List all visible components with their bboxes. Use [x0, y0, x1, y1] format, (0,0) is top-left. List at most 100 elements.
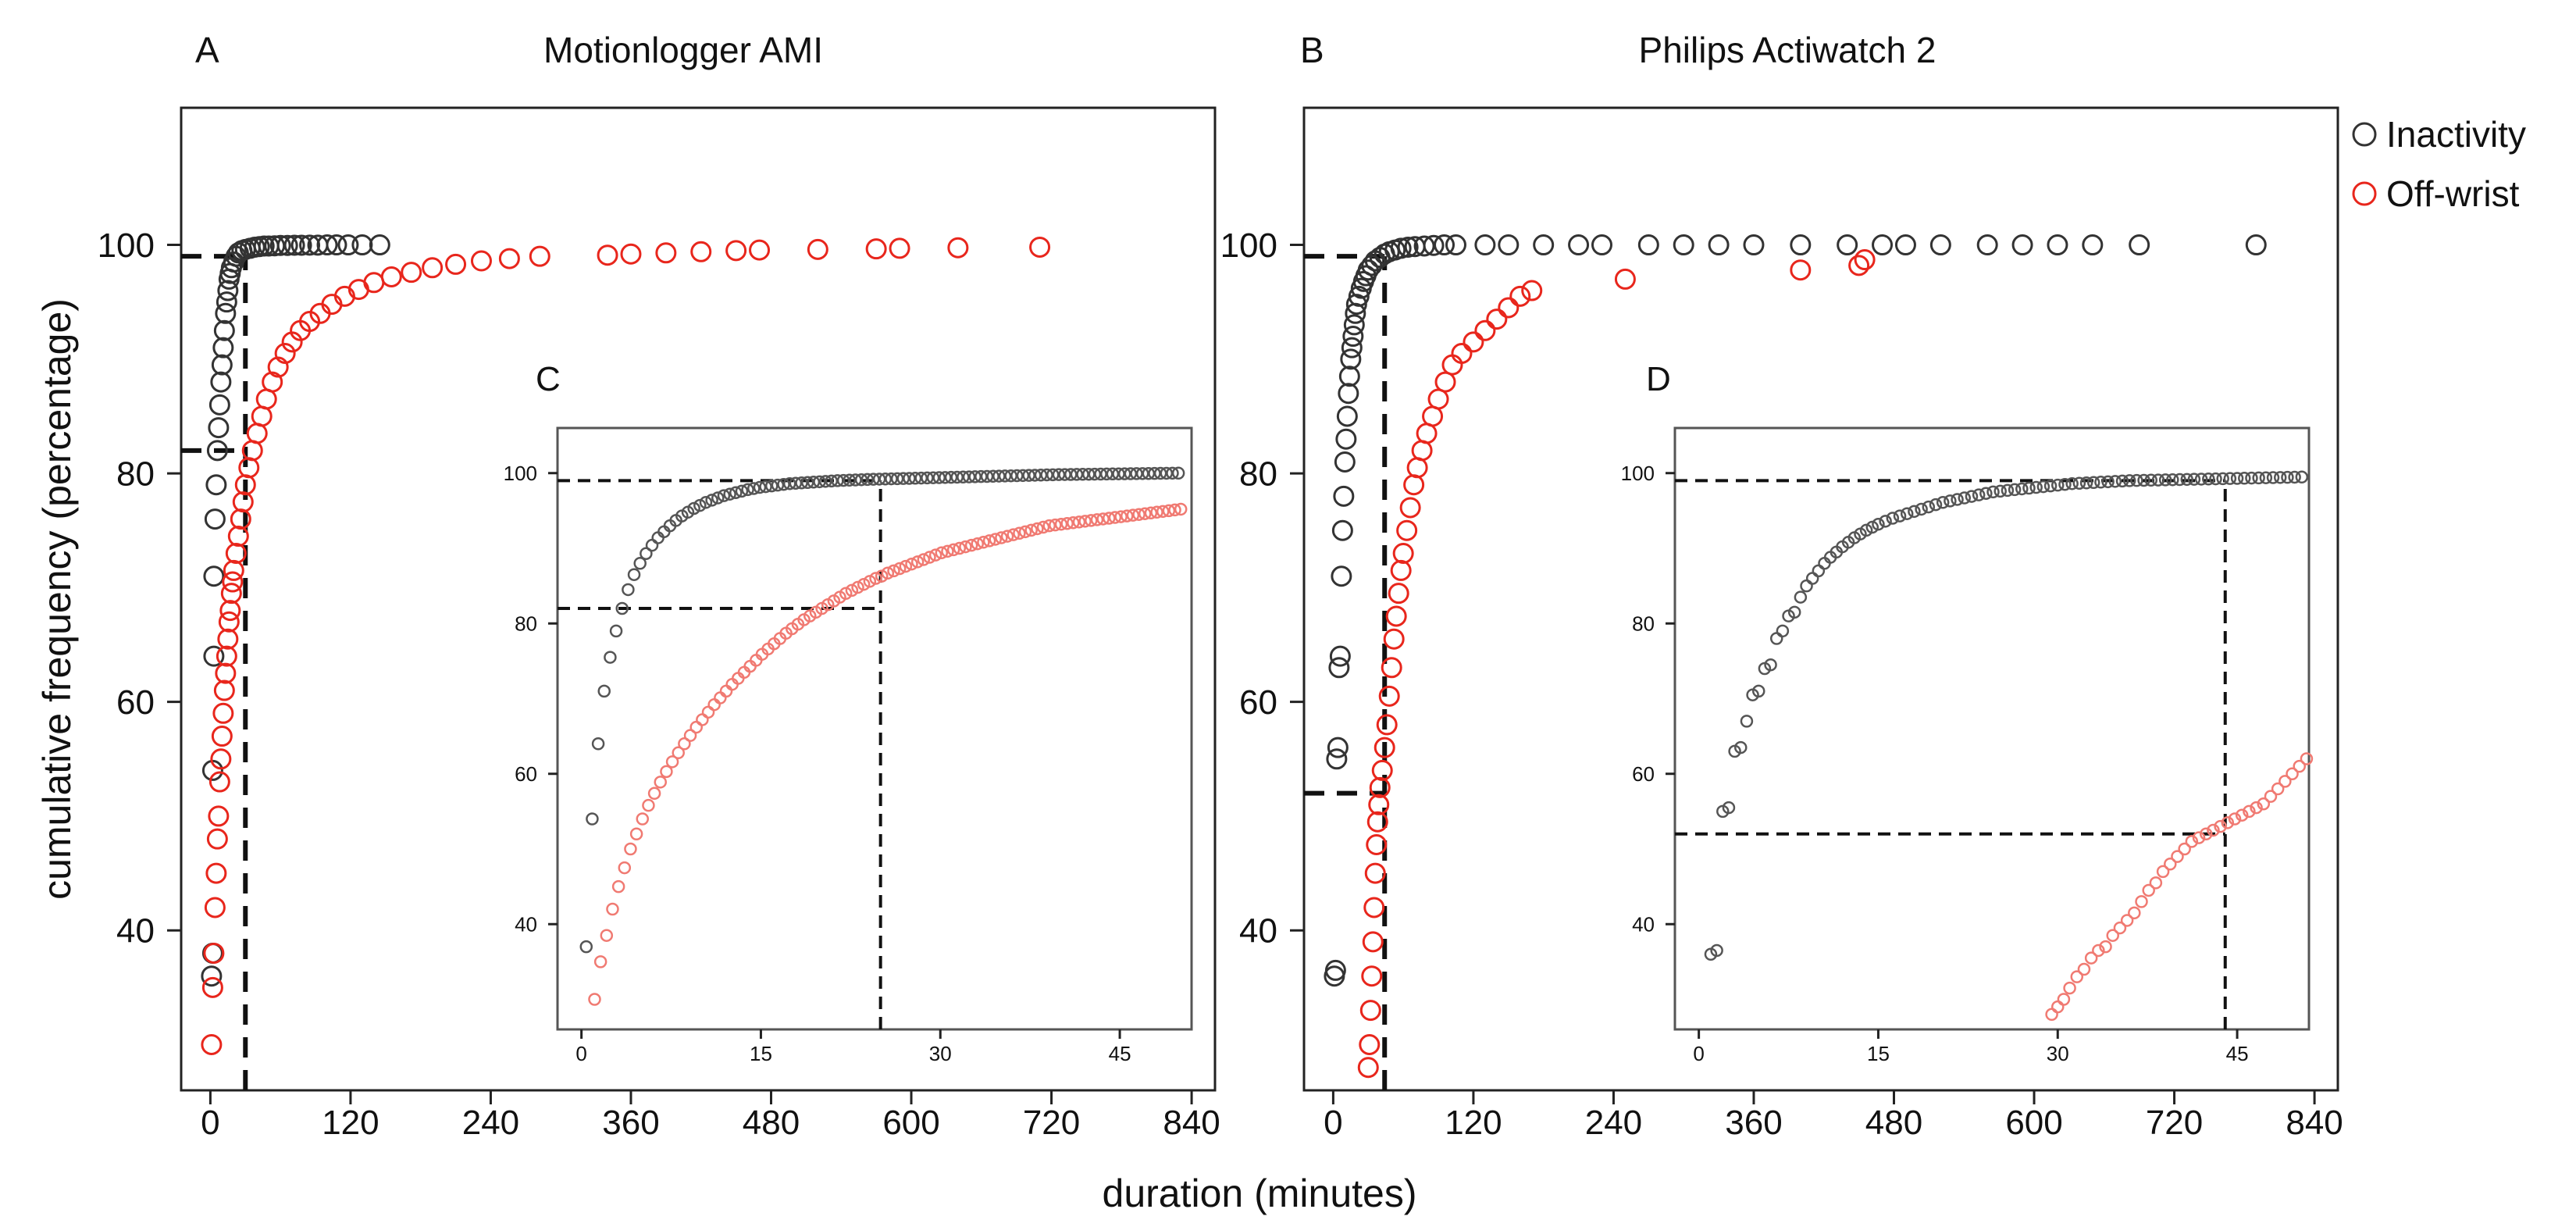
data-point [749, 239, 771, 261]
data-point [878, 473, 893, 486]
data-point [1078, 515, 1092, 528]
data-point [1114, 510, 1128, 523]
data-point [885, 472, 898, 486]
data-point [890, 472, 904, 486]
data-point [283, 234, 305, 256]
y-axis-label: cumulative frequency (percentage) [35, 298, 79, 900]
data-point [989, 533, 1002, 546]
data-point [1929, 234, 1951, 256]
data-point [825, 474, 839, 488]
data-point [753, 480, 767, 494]
data-point [917, 553, 931, 566]
data-point [2106, 929, 2119, 942]
data-point [1368, 794, 1390, 815]
data-point [1342, 326, 1364, 348]
data-point [2142, 883, 2155, 897]
data-point [1034, 469, 1048, 482]
data-point [1787, 605, 1801, 619]
data-point [974, 469, 988, 483]
panel-b-letter: B [1300, 30, 1324, 70]
data-point [977, 536, 990, 549]
data-point [206, 828, 228, 850]
data-point [1331, 519, 1353, 541]
data-point [2120, 914, 2134, 927]
data-point [771, 478, 785, 492]
data-point [1341, 337, 1363, 358]
data-point [1893, 509, 1907, 523]
data-point [1568, 234, 1590, 256]
data-point [2084, 951, 2098, 965]
data-point [1388, 583, 1409, 605]
data-point [316, 234, 338, 256]
panel-a-series-inactivity [201, 234, 390, 987]
data-point [735, 484, 749, 498]
data-point [1922, 500, 1936, 514]
data-point [2245, 234, 2267, 256]
data-point [845, 583, 859, 597]
data-point [1326, 748, 1348, 770]
data-point [2057, 993, 2071, 1006]
data-point [711, 491, 725, 505]
data-point [2022, 481, 2036, 495]
data-point [1708, 234, 1730, 256]
panel-d-x-tick-label: 45 [2226, 1042, 2249, 1065]
data-point [1166, 466, 1179, 480]
data-point [1138, 507, 1152, 520]
data-point [2149, 876, 2163, 890]
data-point [1929, 498, 1943, 512]
data-point [2029, 480, 2043, 494]
data-point [1993, 484, 2007, 498]
data-point [1132, 508, 1145, 521]
data-point [1740, 715, 1754, 728]
data-point [1124, 467, 1138, 480]
data-point [2072, 476, 2086, 490]
panel-b-x-tick-label: 0 [1324, 1104, 1342, 1142]
data-point [2047, 234, 2068, 256]
data-point [232, 491, 254, 513]
data-point [1965, 490, 1979, 503]
data-point [208, 417, 230, 439]
data-point [1837, 234, 1858, 256]
data-point [2194, 473, 2208, 486]
data-point [2144, 473, 2158, 487]
data-point [2216, 472, 2229, 486]
data-point [2178, 842, 2191, 856]
data-point [1764, 658, 1777, 672]
data-point [1085, 514, 1098, 527]
data-point [982, 534, 996, 548]
data-point [1357, 1057, 1379, 1079]
data-point [1324, 959, 1346, 981]
data-point [857, 577, 871, 591]
inset-d-plot: 0 15 30 45 40 60 80 100 [1621, 462, 2314, 1065]
data-point [1371, 759, 1393, 781]
data-point [947, 237, 969, 259]
inset-c-letter: C [536, 360, 561, 398]
panel-a: A Motionlogger AMI 0 120 240 360 480 600 720 84… [98, 30, 1220, 1142]
data-point [2086, 476, 2100, 490]
data-point [2015, 482, 2029, 496]
data-point [1054, 517, 1068, 531]
data-point [2209, 472, 2222, 486]
data-point [800, 476, 814, 490]
data-point [654, 776, 668, 789]
data-point [1521, 280, 1543, 301]
data-point [1533, 234, 1555, 256]
data-point [401, 262, 422, 284]
inset-c-frame [556, 426, 1193, 1031]
data-point [1392, 542, 1414, 564]
data-point [795, 476, 808, 490]
data-point [609, 624, 623, 638]
panel-c-x-tick-label: 0 [575, 1042, 586, 1065]
data-point [1364, 862, 1386, 884]
data-point [1096, 512, 1110, 526]
data-point [2295, 470, 2309, 484]
data-point [926, 471, 940, 484]
data-point [1108, 511, 1122, 524]
panel-c-x-tick-label: 15 [750, 1042, 772, 1065]
data-point [849, 473, 862, 487]
data-point [2166, 473, 2179, 487]
data-point [1451, 343, 1473, 364]
data-point [2115, 474, 2129, 488]
data-point [986, 469, 999, 483]
